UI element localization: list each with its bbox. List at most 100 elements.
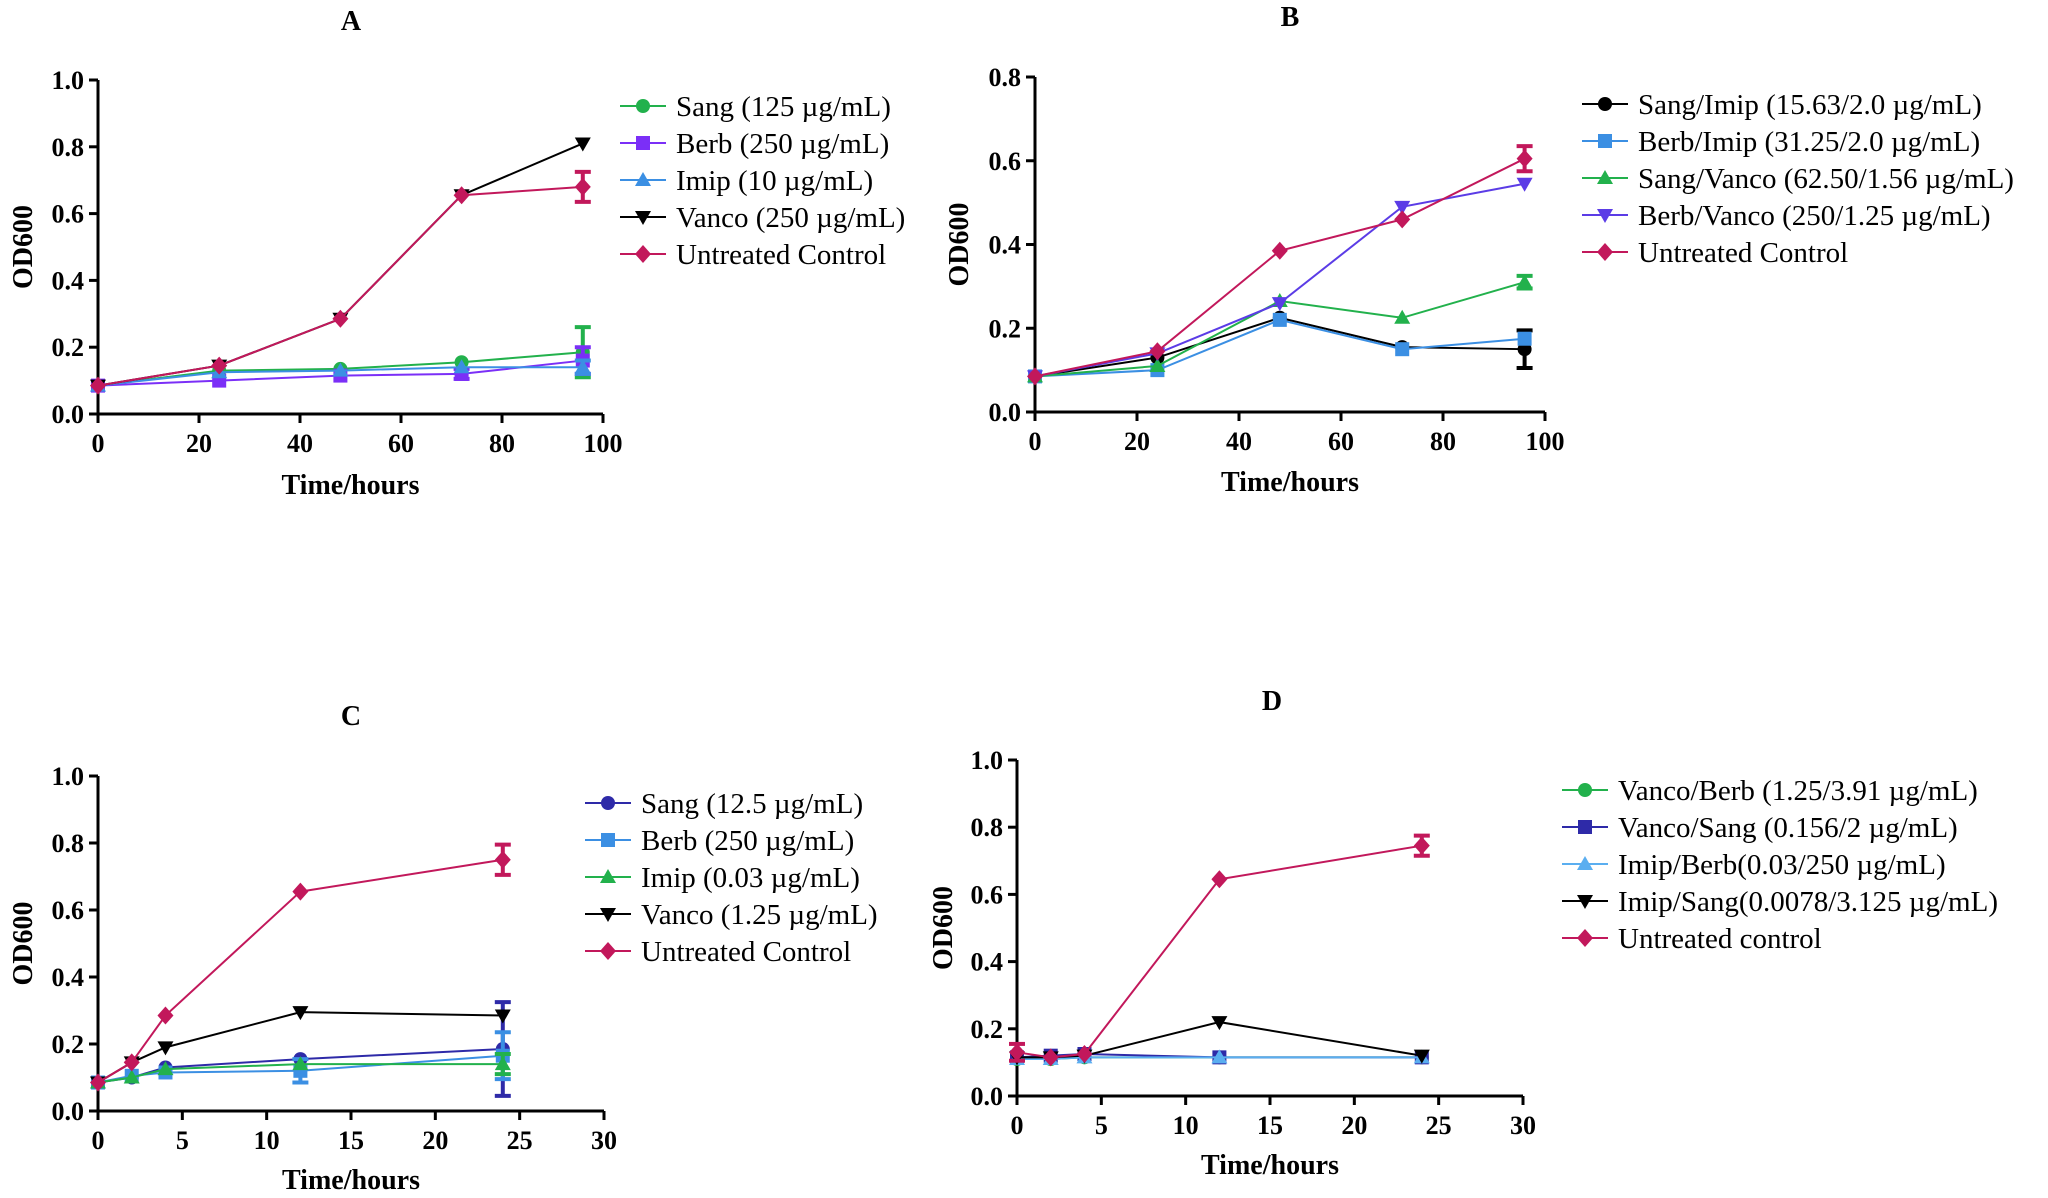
x-tick-label: 30	[1510, 1111, 1536, 1140]
data-point	[1009, 1043, 1025, 1062]
legend-label: Untreated Control	[641, 936, 851, 968]
data-point	[1211, 870, 1228, 889]
data-point	[494, 850, 511, 869]
legend: Sang/Imip (15.63/2.0 µg/mL) Berb/Imip (31…	[1582, 89, 2014, 269]
legend-item: Sang/Vanco (62.50/1.56 µg/mL)	[1582, 163, 2014, 195]
legend-marker	[1578, 820, 1592, 834]
legend-marker	[1577, 895, 1593, 909]
legend-item: Berb (250 µg/mL)	[620, 128, 889, 160]
y-tick-label: 0.6	[52, 200, 85, 229]
legend-label: Berb (250 µg/mL)	[641, 825, 854, 857]
legend-label: Imip (0.03 µg/mL)	[641, 862, 860, 894]
legend-label: Imip/Sang(0.0078/3.125 µg/mL)	[1618, 886, 1998, 918]
data-point	[332, 362, 349, 377]
legend-item: Imip (0.03 µg/mL)	[585, 862, 860, 894]
legend-label: Vanco (250 µg/mL)	[676, 202, 905, 234]
legend-item: Untreated Control	[585, 936, 851, 968]
legend-item: Imip/Berb(0.03/250 µg/mL)	[1562, 849, 1946, 881]
data-point	[332, 309, 349, 328]
data-point	[1211, 1016, 1228, 1031]
series-5	[1027, 144, 1533, 386]
x-axis-label: Time/hours	[282, 470, 420, 501]
x-tick-label: 100	[1526, 427, 1565, 456]
legend-marker	[1597, 170, 1613, 184]
legend-item: Vanco (1.25 µg/mL)	[585, 899, 878, 931]
y-tick-label: 0.8	[971, 813, 1004, 842]
x-tick-label: 100	[584, 429, 623, 458]
y-tick-label: 0.6	[971, 880, 1004, 909]
data-point	[1149, 342, 1166, 361]
x-axis-label: Time/hours	[282, 1165, 420, 1196]
x-tick-label: 60	[388, 429, 414, 458]
x-tick-label: 60	[1328, 427, 1354, 456]
x-tick-label: 80	[489, 429, 515, 458]
legend-label: Sang (125 µg/mL)	[676, 91, 891, 123]
x-axis-label: Time/hours	[1221, 467, 1359, 498]
legend-item: Untreated Control	[1582, 237, 1848, 269]
legend-label: Vanco/Berb (1.25/3.91 µg/mL)	[1618, 775, 1978, 807]
data-point	[157, 1006, 174, 1025]
data-point	[157, 1041, 174, 1056]
legend-marker	[1578, 783, 1592, 797]
y-tick-label: 0.4	[52, 963, 85, 992]
legend-marker	[1577, 856, 1593, 870]
series-3	[90, 1052, 511, 1089]
legend-label: Sang/Vanco (62.50/1.56 µg/mL)	[1638, 163, 2014, 195]
legend-label: Imip/Berb(0.03/250 µg/mL)	[1618, 849, 1946, 881]
data-point	[123, 1053, 140, 1072]
series-line	[1034, 157, 1526, 378]
y-axis-label: OD600	[8, 205, 39, 289]
legend-marker	[600, 869, 616, 883]
y-tick-label: 0.0	[971, 1082, 1004, 1111]
data-point	[1517, 331, 1532, 346]
x-tick-label: 10	[254, 1126, 280, 1155]
series-5	[90, 169, 591, 395]
series-3	[90, 358, 591, 392]
data-point	[453, 186, 470, 205]
chart-panel-d: D 0.0 0.2 0.4 0.6 0.8 1.0 0 5 10 15 20 25 30 Time/hour…	[928, 686, 1998, 1181]
data-point	[90, 1073, 106, 1092]
legend-item: Berb (250 µg/mL)	[585, 825, 854, 857]
y-tick-label: 0.4	[989, 231, 1022, 260]
data-point	[157, 1061, 174, 1076]
y-axis-label: OD600	[8, 902, 39, 986]
legend-marker	[600, 908, 616, 922]
data-point	[292, 1056, 309, 1071]
legend-item: Vanco/Sang (0.156/2 µg/mL)	[1562, 812, 1958, 844]
legend-marker	[1598, 97, 1612, 111]
data-point	[1394, 309, 1411, 324]
x-tick-label: 5	[176, 1126, 189, 1155]
legend-item: Sang (125 µg/mL)	[620, 91, 891, 123]
legend: Vanco/Berb (1.25/3.91 µg/mL) Vanco/Sang (…	[1562, 775, 1998, 955]
legend-marker	[600, 942, 616, 960]
y-tick-label: 0.0	[52, 1097, 85, 1126]
x-tick-label: 0	[1011, 1111, 1024, 1140]
data-point	[1271, 241, 1288, 260]
data-point	[1271, 297, 1288, 312]
chart-title: B	[1281, 2, 1300, 33]
data-point	[574, 359, 591, 374]
chart-title: A	[341, 6, 362, 37]
y-tick-label: 0.4	[971, 948, 1004, 977]
data-point	[211, 356, 228, 375]
x-tick-label: 15	[1257, 1111, 1283, 1140]
data-point	[453, 359, 470, 374]
x-tick-label: 25	[1426, 1111, 1452, 1140]
data-point	[1076, 1045, 1093, 1063]
data-point	[1395, 342, 1410, 357]
data-point	[1027, 367, 1043, 386]
legend-marker	[1598, 134, 1612, 148]
data-point	[1516, 177, 1533, 192]
chart-panel-c: C 0.0 0.2 0.4 0.6 0.8 1.0 0 5 10 15 20 25 30 Time/hour…	[8, 701, 878, 1196]
legend-label: Sang/Imip (15.63/2.0 µg/mL)	[1638, 89, 1982, 121]
y-tick-label: 0.2	[971, 1015, 1004, 1044]
legend-marker	[1597, 243, 1613, 261]
x-axis-label: Time/hours	[1201, 1150, 1339, 1181]
series-4	[1027, 177, 1533, 385]
data-point	[1413, 1049, 1430, 1064]
legend-marker	[635, 211, 651, 225]
chart-panel-b: B 0.0 0.2 0.4 0.6 0.8 0 20 40 60 80 100 Time/hours OD…	[944, 2, 2014, 498]
legend-label: Untreated control	[1618, 923, 1822, 955]
x-tick-label: 20	[186, 429, 212, 458]
